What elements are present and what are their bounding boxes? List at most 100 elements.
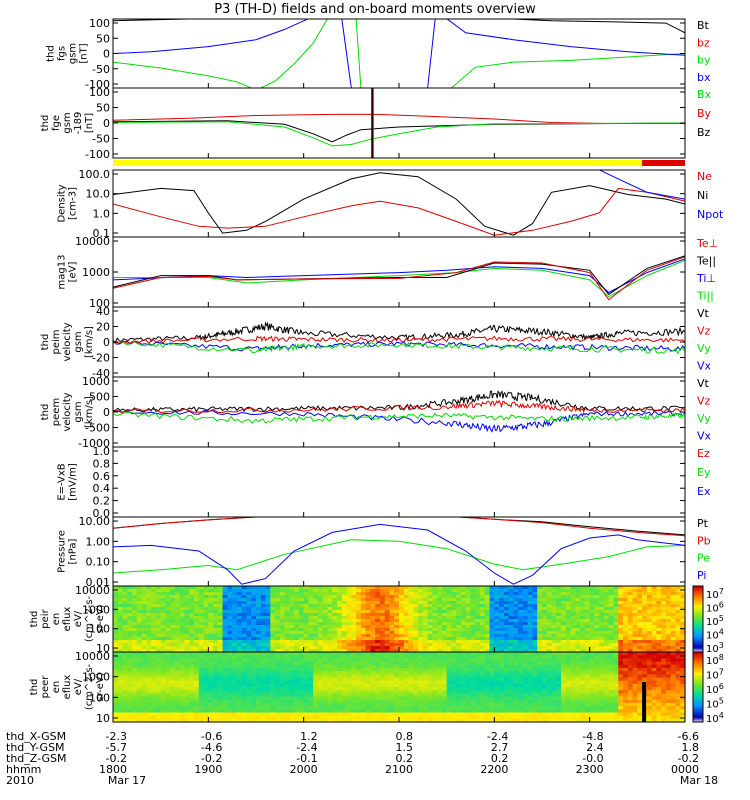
peer-cell: [260, 709, 267, 714]
peir-cell: [179, 586, 186, 590]
peer-cell: [403, 696, 410, 701]
peir-colorbar-cell: [693, 590, 703, 594]
peir-cell: [337, 592, 343, 596]
peir-cell: [379, 616, 386, 620]
peir-cell: [503, 649, 510, 653]
peir-cell: [513, 592, 519, 596]
peir-cell: [403, 601, 410, 605]
peir-cell: [499, 622, 505, 626]
peer-cell: [175, 718, 181, 723]
peer-cell: [513, 699, 519, 704]
peer-cell: [475, 658, 481, 663]
peer-cell: [236, 690, 243, 694]
peir-cell: [117, 649, 124, 653]
peer-cell: [375, 671, 381, 675]
peir-cell: [384, 610, 391, 614]
peir-cell: [379, 622, 386, 626]
peir-cell: [584, 616, 591, 620]
peer-cell: [213, 658, 219, 663]
peer-cell: [384, 687, 391, 691]
peer-cell: [327, 706, 333, 710]
peir-cell: [432, 598, 438, 602]
peer-cell: [236, 677, 243, 682]
peir-cell: [113, 637, 119, 641]
peer-cell: [203, 674, 209, 679]
peir-cell: [670, 586, 677, 590]
peer-cell: [413, 658, 419, 663]
peer-cell: [318, 655, 324, 659]
peir-cell: [375, 595, 381, 599]
peir-cell: [565, 625, 572, 629]
peir-cell: [155, 601, 162, 605]
peer-cell: [446, 652, 453, 656]
peer-cell: [542, 658, 548, 663]
peir-cell: [298, 634, 305, 638]
peir-cell: [308, 613, 314, 617]
peer-cell: [227, 706, 233, 710]
peir-cell: [532, 646, 538, 650]
peer-cell: [165, 687, 171, 691]
peer-cell: [322, 658, 329, 663]
peir-cell: [556, 643, 562, 647]
peir-cell: [665, 604, 672, 608]
peer-cell: [461, 677, 467, 682]
peer-cell: [232, 674, 238, 679]
peir-cell: [155, 643, 162, 647]
peir-cell: [227, 616, 233, 620]
peer-cell: [480, 702, 486, 707]
peir-cell: [661, 598, 667, 602]
peer-cell: [284, 706, 290, 710]
peir-cell: [522, 622, 529, 626]
peir-cell: [627, 646, 634, 650]
peir-cell: [556, 634, 562, 638]
peer-cell: [408, 667, 414, 672]
peir-cell: [389, 637, 395, 641]
peer-cell: [213, 699, 219, 704]
peir-cell: [289, 637, 295, 641]
peir-cell: [403, 586, 410, 590]
peer-cell: [379, 702, 386, 707]
peer-cell: [184, 652, 190, 656]
peer-cell: [127, 658, 133, 663]
peir-cell: [308, 601, 314, 605]
peir-cell: [360, 610, 367, 614]
peer-cell: [508, 706, 514, 710]
peer-cell: [270, 658, 276, 663]
peir-cell: [227, 595, 233, 599]
peir-cell: [623, 589, 629, 593]
peir-cell: [308, 595, 314, 599]
peer-cell: [136, 667, 143, 672]
peir-cell: [403, 589, 410, 593]
peer-cell: [532, 664, 538, 669]
peer-cell: [222, 715, 228, 720]
peir-cell: [623, 649, 629, 653]
peir-cell: [499, 607, 505, 611]
peer-cell: [146, 706, 152, 710]
peir-cell: [556, 646, 562, 650]
peir-cell: [303, 589, 310, 593]
peer-cell: [327, 680, 333, 685]
peir-cell: [575, 589, 581, 593]
peer-cell: [275, 712, 281, 717]
peir-cell: [117, 646, 124, 650]
peir-cell: [656, 586, 662, 590]
peir-cell: [308, 649, 314, 653]
peer-cell: [141, 671, 147, 675]
peer-cell: [208, 683, 214, 688]
peir-cell: [399, 625, 405, 629]
peir-cell: [661, 616, 667, 620]
peir-cell: [661, 646, 667, 650]
peer-cell: [508, 664, 514, 669]
peir-cell: [146, 643, 152, 647]
peir-cell: [646, 604, 653, 608]
peir-cell: [475, 604, 481, 608]
peir-cell: [642, 628, 648, 632]
peir-cell: [670, 598, 677, 602]
peer-cell: [480, 715, 486, 720]
peir-cell: [322, 589, 329, 593]
peir-cell: [470, 616, 476, 620]
peir-cell: [256, 610, 262, 614]
peir-cell: [351, 613, 357, 617]
peir-cell: [289, 613, 295, 617]
peer-cell: [522, 696, 529, 701]
